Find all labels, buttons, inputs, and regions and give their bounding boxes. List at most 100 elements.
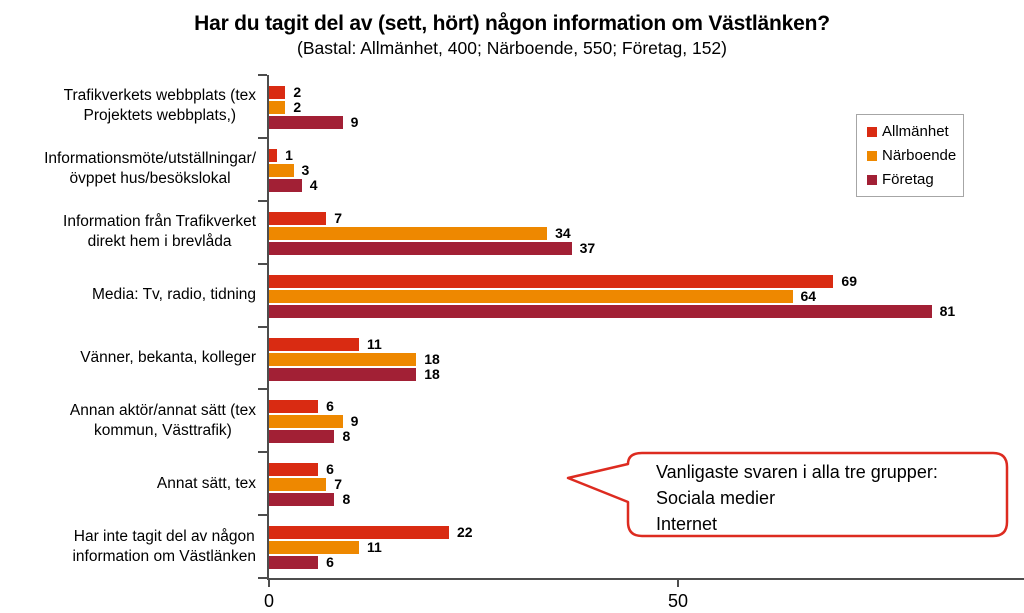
bar-row: 64 <box>269 289 1024 304</box>
bar-row: 2 <box>269 100 1024 115</box>
bar-value-label: 11 <box>366 539 382 556</box>
bar-value-label: 1 <box>285 146 293 163</box>
bar-group: 22 11 6 <box>269 515 1024 578</box>
bar-närboende <box>269 226 548 240</box>
bar-value-label: 11 <box>366 335 382 352</box>
bar-row: 18 <box>269 352 1024 367</box>
y-axis-tick <box>258 451 267 453</box>
y-axis-tick <box>258 200 267 202</box>
bar-row: 6 <box>269 462 1024 477</box>
bar-närboende <box>269 101 286 114</box>
callout-text: Vanligaste svaren i alla tre grupper: So… <box>656 459 996 537</box>
bar-value-label: 3 <box>301 161 310 178</box>
x-tick-label-50: 50 <box>667 591 688 611</box>
y-axis-tick <box>258 137 267 139</box>
legend: Allmänhet Närboende Företag <box>856 114 964 197</box>
bar-row: 69 <box>269 274 1024 289</box>
bar-företag <box>269 430 335 444</box>
plot-area: 2 2 9 1 3 4 7 34 37 69 64 81 11 18 18 6 9 8 6 7 8 22 11 6 0 50 <box>258 74 1024 611</box>
bar-group: 11 18 18 <box>269 327 1024 390</box>
bar-row: 8 <box>269 492 1024 507</box>
bar-allmänhet <box>269 337 359 351</box>
category-label: Trafikverkets webbplats (tex Projektets … <box>63 87 256 125</box>
bar-row: 7 <box>269 477 1024 492</box>
bar-row: 9 <box>269 115 1024 130</box>
category-label: Annat sätt, tex <box>156 474 256 492</box>
bar-närboende <box>269 415 343 429</box>
bar-value-label: 69 <box>841 272 857 289</box>
bar-group: 69 64 81 <box>269 264 1024 327</box>
bar-allmänhet <box>269 86 286 99</box>
bar-allmänhet <box>269 148 278 162</box>
chart-title: Har du tagit del av (sett, hört) någon i… <box>194 12 830 35</box>
y-axis-tick <box>258 263 267 265</box>
bar-företag <box>269 178 302 192</box>
bar-allmänhet <box>269 526 449 540</box>
bar-value-label: 8 <box>342 428 351 445</box>
bar-allmänhet <box>269 400 319 414</box>
bar-row: 81 <box>269 304 1024 319</box>
callout-line-3: Internet <box>656 514 718 534</box>
bar-företag <box>269 116 343 129</box>
bar-value-label: 7 <box>334 476 343 493</box>
category-cell: Informationsmöte/utställningar/ övppet h… <box>0 138 256 201</box>
category-label: Annan aktör/annat sätt (tex kommun, Väst… <box>69 401 256 439</box>
category-cell: Annat sätt, tex <box>0 452 256 515</box>
bar-row: 6 <box>269 399 1024 414</box>
category-cell: Trafikverkets webbplats (tex Projektets … <box>0 75 256 138</box>
bar-row: 37 <box>269 241 1024 256</box>
category-cell: Information från Trafikverket direkt hem… <box>0 201 256 264</box>
legend-label-allmanhet: Allmänhet <box>882 123 949 140</box>
category-cell: Har inte tagit del av någon information … <box>0 515 256 578</box>
callout-bubble <box>566 451 1009 538</box>
bar-value-label: 34 <box>555 224 571 241</box>
legend-label-foretag: Företag <box>882 171 934 188</box>
x-axis-tick <box>268 580 270 587</box>
legend-item-foretag: Företag <box>867 172 955 187</box>
legend-label-narboende: Närboende <box>882 147 957 164</box>
legend-swatch-foretag-icon <box>867 174 877 185</box>
category-label: Vänner, bekanta, kolleger <box>80 348 256 366</box>
bar-row: 34 <box>269 226 1024 241</box>
bar-row: 8 <box>269 429 1024 444</box>
bar-value-label: 6 <box>326 554 334 571</box>
bar-allmänhet <box>269 463 319 477</box>
bar-närboende <box>269 352 417 366</box>
bar-value-label: 18 <box>424 365 440 382</box>
bar-allmänhet <box>269 211 327 225</box>
bar-företag <box>269 556 319 570</box>
y-axis-tick <box>258 326 267 328</box>
bar-group: 7 34 37 <box>269 201 1024 264</box>
callout-line-1: Vanligaste svaren i alla tre grupper: <box>656 462 938 482</box>
category-label: Media: Tv, radio, tidning <box>92 286 256 304</box>
bar-företag <box>269 241 572 255</box>
x-axis-tick <box>676 580 679 587</box>
bar-företag <box>269 493 335 507</box>
category-label: Information från Trafikverket direkt hem… <box>63 213 256 251</box>
bar-närboende <box>269 163 294 177</box>
bar-row: 2 <box>269 85 1024 100</box>
bar-value-label: 8 <box>342 491 351 508</box>
bar-value-label: 2 <box>293 84 302 100</box>
legend-swatch-allmanhet-icon <box>867 126 877 137</box>
y-axis-tick <box>258 388 267 390</box>
category-cell: Annan aktör/annat sätt (tex kommun, Väst… <box>0 389 256 452</box>
bar-value-label: 64 <box>800 287 817 304</box>
bar-närboende <box>269 289 793 303</box>
bar-allmänhet <box>269 274 834 288</box>
bar-row: 9 <box>269 414 1024 429</box>
callout-line-2: Sociala medier <box>656 488 776 508</box>
category-axis-labels: Trafikverkets webbplats (tex Projektets … <box>0 75 256 578</box>
legend-swatch-narboende-icon <box>867 150 877 161</box>
bar-value-label: 37 <box>579 239 596 256</box>
bar-row: 11 <box>269 540 1024 555</box>
legend-item-allmanhet: Allmänhet <box>867 124 955 139</box>
category-cell: Media: Tv, radio, tidning <box>0 264 256 327</box>
bar-row: 11 <box>269 337 1024 352</box>
bar-row: 22 <box>269 525 1024 540</box>
y-axis-tick <box>258 577 267 579</box>
bar-row: 4 <box>269 178 1024 193</box>
